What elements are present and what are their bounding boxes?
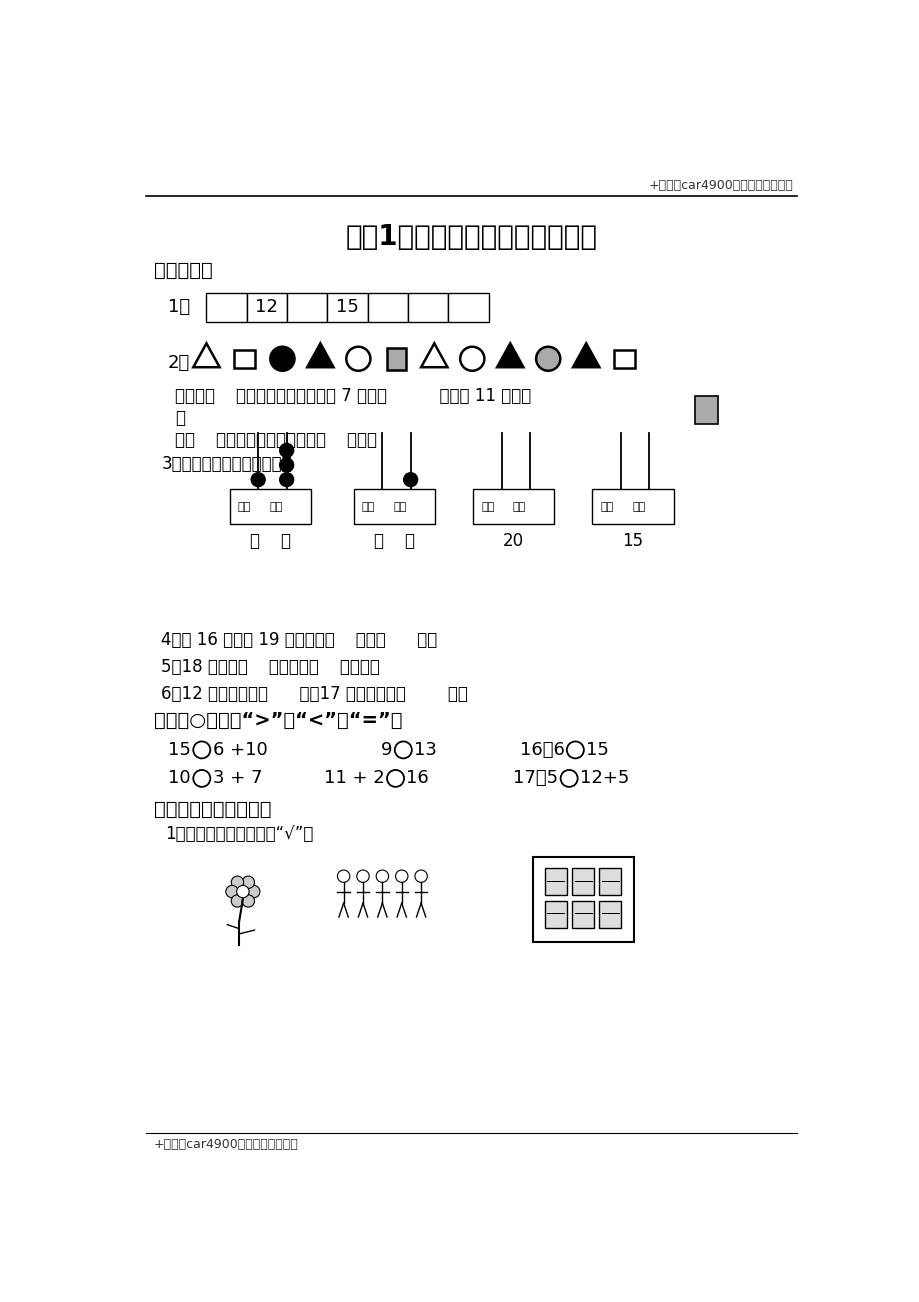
Text: 个位: 个位	[269, 501, 282, 512]
Bar	[206, 293, 246, 322]
Polygon shape	[573, 344, 598, 367]
Circle shape	[279, 444, 293, 457]
Text: 十位: 十位	[361, 501, 375, 512]
Text: 是: 是	[176, 409, 186, 427]
Text: 6、12 前面的数是（      ），17 后面的数是（        ）。: 6、12 前面的数是（ ），17 后面的数是（ ）。	[162, 685, 468, 703]
Text: 15: 15	[168, 741, 191, 759]
Text: 15: 15	[622, 533, 643, 551]
Text: 6 +10: 6 +10	[212, 741, 267, 759]
Bar	[694, 397, 717, 424]
Circle shape	[337, 870, 349, 883]
Bar	[407, 293, 448, 322]
Text: 16－6: 16－6	[519, 741, 564, 759]
Text: 13: 13	[414, 741, 437, 759]
Text: 15: 15	[335, 298, 358, 316]
Text: 3、看图写数，看数画珠子。: 3、看图写数，看数画珠子。	[162, 456, 292, 473]
Text: +微信：car4900，免费领小学资料: +微信：car4900，免费领小学资料	[153, 1138, 298, 1151]
Circle shape	[242, 894, 255, 907]
Bar	[287, 293, 327, 322]
Bar	[572, 868, 594, 896]
Text: 1、在数量最多的下面画“√”。: 1、在数量最多的下面画“√”。	[165, 825, 313, 842]
Circle shape	[231, 876, 244, 888]
Circle shape	[357, 870, 369, 883]
Circle shape	[251, 473, 265, 487]
Bar	[545, 868, 566, 896]
Text: 5、18 里面有（    ）个十，（    ）个一。: 5、18 里面有（ ）个十，（ ）个一。	[162, 658, 380, 676]
Circle shape	[395, 870, 407, 883]
Text: （    ）: （ ）	[373, 533, 414, 551]
Bar	[598, 868, 620, 896]
Circle shape	[231, 894, 244, 907]
Text: 二、在○里填上“>”、“<”或“=”。: 二、在○里填上“>”、“<”或“=”。	[153, 711, 402, 730]
Polygon shape	[307, 344, 334, 367]
Bar	[327, 293, 368, 322]
Circle shape	[376, 870, 388, 883]
Bar	[233, 350, 255, 367]
Bar	[533, 857, 633, 941]
Circle shape	[279, 473, 293, 487]
Text: 16: 16	[406, 769, 428, 788]
Text: 三、比一比，填一填。: 三、比一比，填一填。	[153, 799, 271, 819]
Polygon shape	[496, 344, 523, 367]
Circle shape	[247, 885, 260, 898]
Bar	[353, 488, 435, 525]
Circle shape	[270, 346, 294, 371]
Bar	[368, 293, 407, 322]
Circle shape	[536, 346, 560, 371]
Text: 11 + 2: 11 + 2	[323, 769, 384, 788]
Text: 12+5: 12+5	[579, 769, 629, 788]
Text: 十位: 十位	[237, 501, 251, 512]
Text: 十位: 十位	[481, 501, 494, 512]
Circle shape	[236, 885, 249, 898]
Circle shape	[242, 876, 255, 888]
Text: （    ）: （ ）	[250, 533, 290, 551]
Text: 个位: 个位	[631, 501, 645, 512]
Text: 4、比 16 大，比 19 小的数是（    ）和（      ）。: 4、比 16 大，比 19 小的数是（ ）和（ ）。	[162, 630, 437, 648]
Bar	[592, 488, 673, 525]
Bar	[545, 901, 566, 928]
Text: 1、: 1、	[167, 298, 189, 316]
Bar	[598, 901, 620, 928]
Text: 2、: 2、	[167, 354, 189, 371]
Circle shape	[403, 473, 417, 487]
Text: 第（    ）个，圆形比正方形多（    ）个。: 第（ ）个，圆形比正方形多（ ）个。	[176, 431, 377, 449]
Text: 10: 10	[168, 769, 191, 788]
Text: 3 + 7: 3 + 7	[212, 769, 262, 788]
Bar	[472, 488, 554, 525]
Text: 个位: 个位	[393, 501, 406, 512]
Text: +微信：car4900，免费领小学资料: +微信：car4900，免费领小学资料	[648, 178, 792, 191]
Circle shape	[225, 885, 238, 898]
Circle shape	[414, 870, 426, 883]
Bar	[387, 348, 405, 370]
Text: 12: 12	[255, 298, 278, 316]
Circle shape	[279, 458, 293, 471]
Bar	[572, 901, 594, 928]
Bar	[613, 350, 634, 367]
Text: 一、填空。: 一、填空。	[153, 260, 212, 280]
Text: 一共有（    ）个图形，从左数，第 7 个是（          ）；第 11 个是（: 一共有（ ）个图形，从左数，第 7 个是（ ）；第 11 个是（	[176, 388, 531, 405]
Text: 小学1年级数学（上）期末检测卷: 小学1年级数学（上）期末检测卷	[346, 223, 596, 251]
Text: 20: 20	[503, 533, 524, 551]
Text: 17－5: 17－5	[513, 769, 558, 788]
Text: 15: 15	[585, 741, 608, 759]
Text: 个位: 个位	[512, 501, 526, 512]
Bar	[230, 488, 311, 525]
Bar	[448, 293, 488, 322]
Text: 9: 9	[380, 741, 392, 759]
Bar	[246, 293, 287, 322]
Text: 十位: 十位	[600, 501, 613, 512]
